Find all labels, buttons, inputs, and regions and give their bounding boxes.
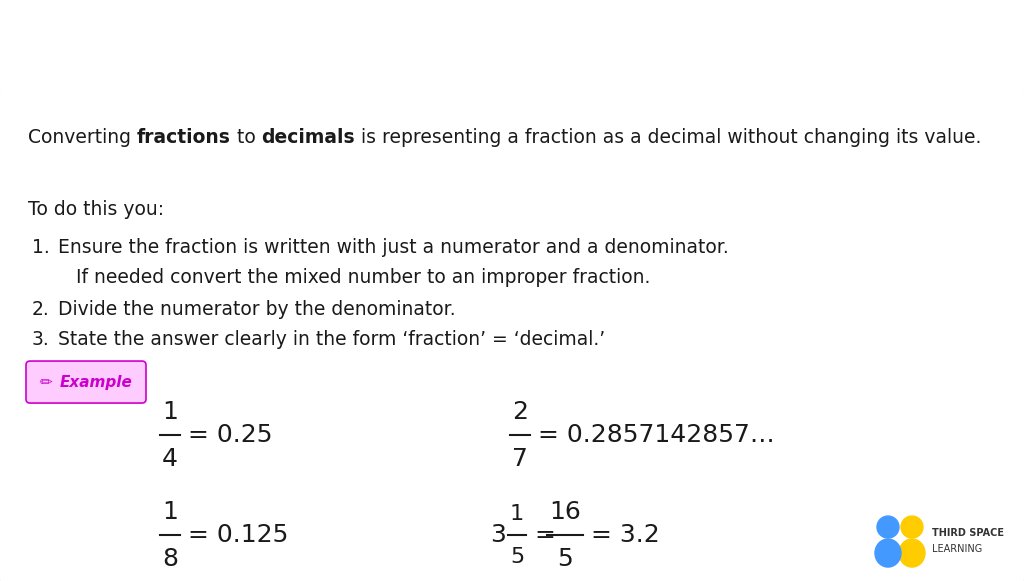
Text: If needed convert the mixed number to an improper fraction.: If needed convert the mixed number to an…: [76, 268, 650, 287]
Text: = 0.25: = 0.25: [188, 423, 272, 447]
Text: 1: 1: [162, 400, 178, 424]
Text: 8: 8: [162, 547, 178, 571]
Text: to: to: [230, 128, 261, 147]
Text: = 0.2857142857…: = 0.2857142857…: [538, 423, 775, 447]
Text: 1: 1: [162, 500, 178, 523]
Text: 2: 2: [512, 400, 528, 424]
Text: 4: 4: [162, 447, 178, 471]
Text: 1: 1: [510, 504, 524, 523]
Text: fractions: fractions: [137, 128, 230, 147]
Text: Ensure the fraction is written with just a numerator and a denominator.: Ensure the fraction is written with just…: [58, 238, 729, 257]
Text: = 3.2: = 3.2: [591, 523, 659, 547]
Text: 3.: 3.: [32, 330, 50, 349]
Text: decimals: decimals: [261, 128, 355, 147]
Ellipse shape: [899, 539, 925, 567]
FancyBboxPatch shape: [0, 88, 1024, 581]
FancyBboxPatch shape: [26, 361, 146, 403]
Text: is representing a fraction as a decimal without changing its value.: is representing a fraction as a decimal …: [355, 128, 982, 147]
Text: 2.: 2.: [32, 300, 50, 319]
Text: Fractions to Decimals: Fractions to Decimals: [23, 35, 462, 69]
Text: =: =: [535, 523, 555, 547]
Text: 5: 5: [557, 547, 572, 571]
Circle shape: [877, 516, 899, 538]
Text: Example: Example: [60, 375, 133, 389]
Text: State the answer clearly in the form ‘fraction’ = ‘decimal.’: State the answer clearly in the form ‘fr…: [58, 330, 605, 349]
Text: 16: 16: [549, 500, 581, 523]
Text: Converting: Converting: [28, 128, 137, 147]
Text: LEARNING: LEARNING: [932, 544, 982, 554]
Text: 3: 3: [490, 523, 506, 547]
Text: = 0.125: = 0.125: [188, 523, 289, 547]
Text: 5: 5: [510, 547, 524, 566]
Circle shape: [901, 516, 923, 538]
Text: To do this you:: To do this you:: [28, 200, 164, 219]
Ellipse shape: [874, 539, 901, 567]
Text: 1.: 1.: [32, 238, 50, 257]
Text: 7: 7: [512, 447, 528, 471]
Text: Divide the numerator by the denominator.: Divide the numerator by the denominator.: [58, 300, 456, 319]
Text: THIRD SPACE: THIRD SPACE: [932, 528, 1004, 538]
Text: ✏: ✏: [40, 375, 53, 389]
